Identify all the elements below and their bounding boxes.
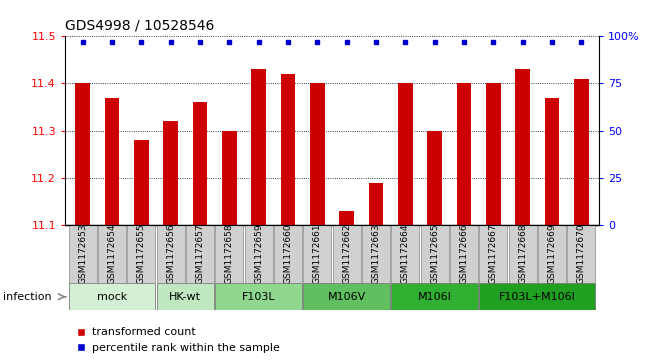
Text: GSM1172667: GSM1172667	[489, 224, 498, 285]
Text: GSM1172668: GSM1172668	[518, 224, 527, 285]
Text: GSM1172655: GSM1172655	[137, 224, 146, 285]
Text: GSM1172658: GSM1172658	[225, 224, 234, 285]
Bar	[362, 225, 390, 283]
Bar	[193, 102, 208, 225]
Text: GSM1172661: GSM1172661	[313, 224, 322, 285]
Text: F103L: F103L	[242, 292, 275, 302]
Bar	[157, 225, 185, 283]
Legend: transformed count, percentile rank within the sample: transformed count, percentile rank withi…	[71, 323, 284, 358]
Bar	[310, 83, 325, 225]
Text: F103L+M106I: F103L+M106I	[499, 292, 575, 302]
Text: GSM1172653: GSM1172653	[78, 224, 87, 285]
Bar	[68, 225, 97, 283]
Text: infection: infection	[3, 292, 52, 302]
Text: M106V: M106V	[327, 292, 366, 302]
Bar	[538, 225, 566, 283]
Text: M106I: M106I	[418, 292, 452, 302]
Text: GSM1172662: GSM1172662	[342, 224, 351, 284]
Bar	[68, 283, 156, 310]
Bar	[98, 225, 126, 283]
Bar	[427, 131, 442, 225]
Text: GSM1172660: GSM1172660	[284, 224, 292, 285]
Bar	[567, 225, 596, 283]
Bar	[398, 83, 413, 225]
Text: HK-wt: HK-wt	[169, 292, 201, 302]
Bar	[574, 79, 589, 225]
Bar	[215, 225, 243, 283]
Bar	[105, 98, 119, 225]
Text: GSM1172663: GSM1172663	[372, 224, 380, 285]
Text: mock: mock	[97, 292, 127, 302]
Text: GSM1172669: GSM1172669	[547, 224, 557, 285]
Bar	[128, 225, 156, 283]
Text: GSM1172664: GSM1172664	[401, 224, 410, 284]
Bar	[333, 225, 361, 283]
Bar	[421, 225, 449, 283]
Text: GSM1172670: GSM1172670	[577, 224, 586, 285]
Bar	[450, 225, 478, 283]
Text: GSM1172666: GSM1172666	[460, 224, 469, 285]
Text: GDS4998 / 10528546: GDS4998 / 10528546	[65, 19, 214, 32]
Text: GSM1172654: GSM1172654	[107, 224, 117, 284]
Bar	[222, 131, 237, 225]
Bar	[186, 225, 214, 283]
Bar	[368, 183, 383, 225]
Bar	[134, 140, 148, 225]
Bar	[215, 283, 302, 310]
Bar	[486, 83, 501, 225]
Bar	[303, 283, 390, 310]
Bar	[274, 225, 302, 283]
Bar	[163, 121, 178, 225]
Bar	[339, 211, 354, 225]
Text: GSM1172656: GSM1172656	[166, 224, 175, 285]
Bar	[281, 74, 296, 225]
Bar	[456, 83, 471, 225]
Bar	[251, 69, 266, 225]
Text: GSM1172665: GSM1172665	[430, 224, 439, 285]
Text: GSM1172659: GSM1172659	[254, 224, 263, 285]
Bar	[76, 83, 90, 225]
Bar	[303, 225, 331, 283]
Text: GSM1172657: GSM1172657	[195, 224, 204, 285]
Bar	[391, 283, 478, 310]
Bar	[516, 69, 530, 225]
Bar	[508, 225, 536, 283]
Bar	[545, 98, 559, 225]
Bar	[479, 283, 596, 310]
Bar	[245, 225, 273, 283]
Bar	[157, 283, 214, 310]
Bar	[391, 225, 419, 283]
Bar	[479, 225, 507, 283]
